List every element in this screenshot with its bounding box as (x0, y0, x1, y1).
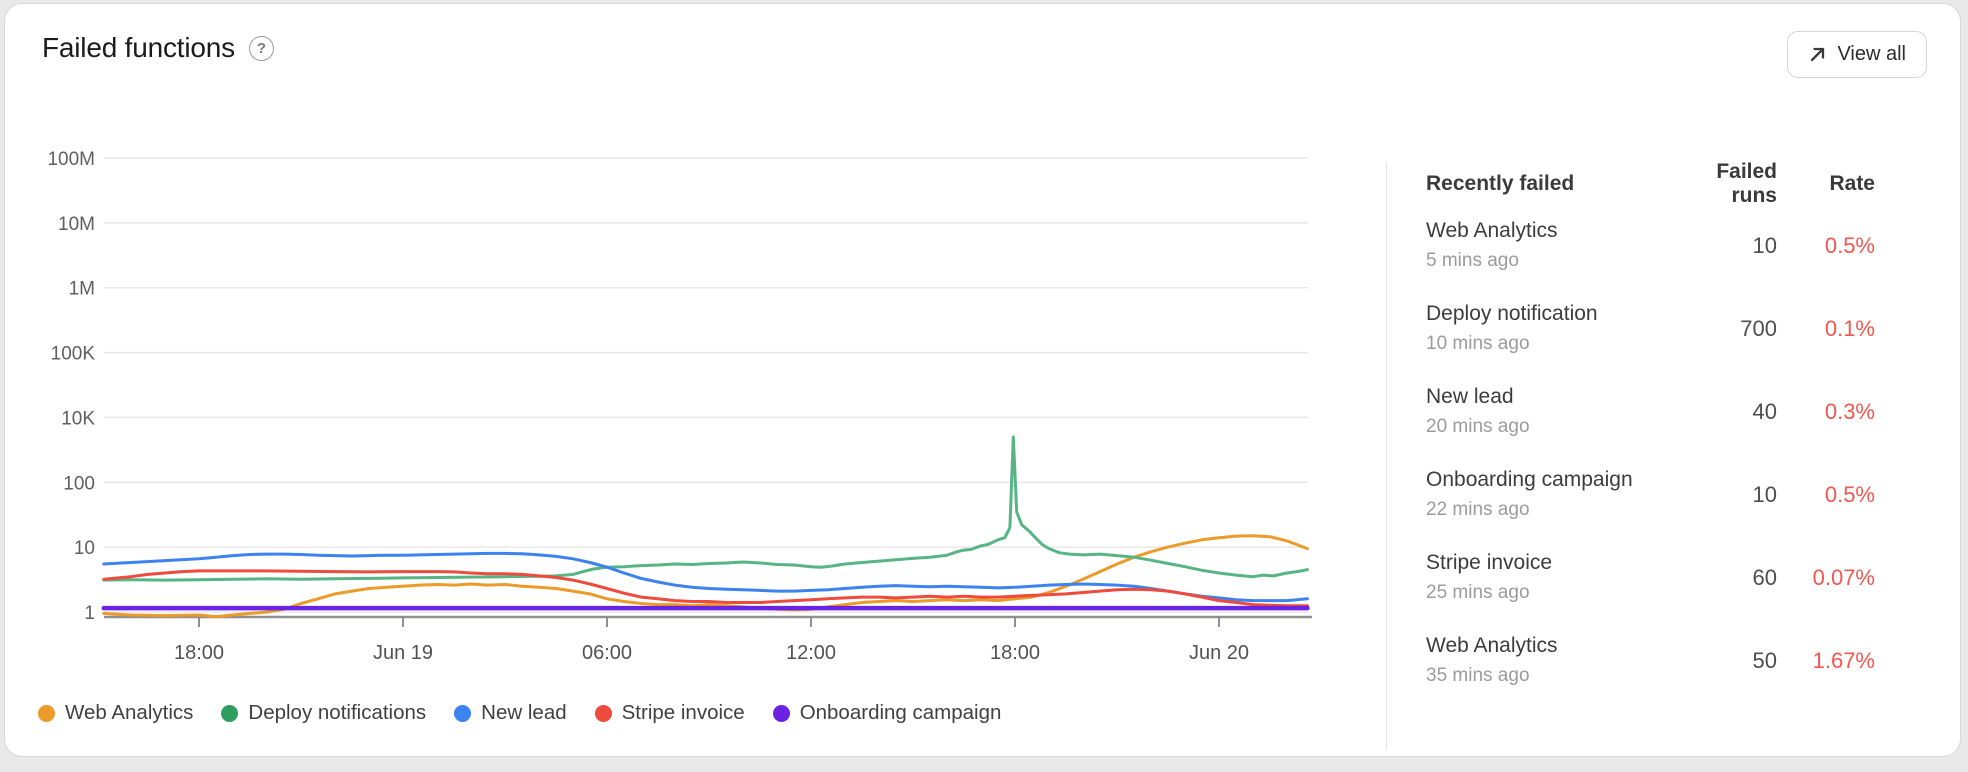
y-axis-label: 100M (47, 149, 95, 170)
legend-dot (454, 704, 472, 722)
failed-runs-value: 10 (1752, 232, 1777, 258)
function-name: Stripe invoice (1426, 551, 1553, 574)
y-axis-label: 100K (51, 344, 96, 365)
function-cell: Web Analytics 35 mins ago (1426, 634, 1669, 687)
series-line-deploy-notifications (102, 435, 1309, 582)
legend-label: Stripe invoice (621, 701, 745, 724)
failed-time: 35 mins ago (1426, 665, 1530, 686)
legend-label: Deploy notifications (248, 701, 427, 724)
legend-dot (38, 704, 55, 722)
chart-legend: Web Analytics Deploy notifications New lea… (38, 701, 1001, 725)
legend-label: Web Analytics (65, 701, 194, 724)
failed-time: 20 mins ago (1426, 416, 1530, 437)
legend-label: Onboarding campaign (799, 701, 1002, 724)
column-header-recently-failed: Recently failed (1426, 172, 1575, 195)
failed-runs-value: 10 (1752, 481, 1777, 507)
table-row[interactable]: Web Analytics 35 mins ago 50 1.67% (1426, 621, 1875, 704)
page-title: Failed functions (42, 32, 235, 63)
y-axis-label: 100 (63, 473, 95, 494)
function-name: Onboarding campaign (1426, 468, 1633, 491)
failed-runs-value: 50 (1752, 647, 1777, 673)
failed-functions-chart[interactable]: 1 10 100 10K 100K 1M 10M 100M 18:00 Jun 19 06:00 12… (5, 4, 1370, 676)
failure-rate-value: 0.5% (1824, 232, 1875, 258)
function-cell: Stripe invoice 25 mins ago (1426, 551, 1669, 604)
column-header-failed-runs: Failed runs (1716, 160, 1777, 207)
table-row[interactable]: New lead 20 mins ago 40 0.3% (1426, 372, 1875, 455)
vertical-divider (1386, 162, 1387, 750)
series-line-web-analytics (102, 534, 1309, 619)
view-all-label: View all (1837, 43, 1906, 65)
view-all-button[interactable]: View all (1787, 31, 1927, 78)
failed-time: 5 mins ago (1426, 250, 1519, 271)
y-axis-label: 1M (69, 279, 95, 300)
function-cell: Onboarding campaign 22 mins ago (1426, 468, 1669, 521)
y-axis-label: 10 (74, 538, 95, 559)
legend-item-stripe-invoice[interactable]: Stripe invoice (594, 701, 745, 725)
failed-runs-value: 40 (1752, 398, 1777, 424)
failure-rate-value: 0.1% (1824, 315, 1875, 341)
legend-item-web-analytics[interactable]: Web Analytics (38, 701, 193, 725)
y-axis-label: 10K (61, 408, 95, 429)
failed-time: 10 mins ago (1426, 333, 1530, 354)
legend-dot (221, 704, 239, 722)
help-icon[interactable]: ? (248, 35, 274, 61)
function-cell: Web Analytics 5 mins ago (1426, 219, 1669, 272)
series-line-new-lead (102, 551, 1309, 603)
failure-rate-value: 0.3% (1824, 398, 1875, 424)
failed-runs-value: 700 (1740, 315, 1777, 341)
legend-dot (772, 704, 790, 722)
legend-item-new-lead[interactable]: New lead (454, 701, 567, 725)
legend-item-onboarding-campaign[interactable]: Onboarding campaign (772, 701, 1002, 725)
series-line-stripe-invoice (102, 569, 1309, 608)
table-header-row: Recently failed Failed runs Rate (1426, 160, 1875, 207)
card-header: Failed functions ? (42, 32, 274, 64)
failed-time: 25 mins ago (1426, 582, 1530, 603)
failed-functions-card: Failed functions ? View all 1 10 100 10K 100… (4, 3, 1961, 757)
x-axis-label: 18:00 (174, 642, 224, 664)
table-row[interactable]: Onboarding campaign 22 mins ago 10 0.5% (1426, 455, 1875, 538)
x-axis-label: Jun 19 (373, 642, 433, 664)
legend-item-deploy-notifications[interactable]: Deploy notifications (221, 701, 426, 725)
function-name: Web Analytics (1426, 634, 1558, 657)
function-cell: Deploy notification 10 mins ago (1426, 302, 1669, 355)
function-cell: New lead 20 mins ago (1426, 385, 1669, 438)
function-name: Web Analytics (1426, 219, 1558, 242)
recently-failed-table: Recently failed Failed runs Rate Web Ana… (1426, 160, 1875, 704)
y-axis-label: 1 (84, 603, 95, 624)
arrow-up-right-icon (1811, 47, 1825, 62)
x-axis-label: 18:00 (990, 642, 1040, 664)
failed-runs-value: 60 (1752, 564, 1777, 590)
table-row[interactable]: Web Analytics 5 mins ago 10 0.5% (1426, 206, 1875, 289)
failure-rate-value: 1.67% (1812, 647, 1875, 673)
legend-label: New lead (481, 701, 567, 724)
table-row[interactable]: Stripe invoice 25 mins ago 60 0.07% (1426, 538, 1875, 621)
failed-time: 22 mins ago (1426, 499, 1530, 520)
function-name: Deploy notification (1426, 302, 1598, 325)
function-name: New lead (1426, 385, 1514, 408)
y-axis-label: 10M (58, 214, 95, 235)
legend-dot (594, 704, 612, 722)
x-axis-label: 12:00 (786, 642, 836, 664)
x-axis-label: Jun 20 (1189, 642, 1249, 664)
failure-rate-value: 0.07% (1812, 564, 1875, 590)
column-header-rate: Rate (1829, 172, 1875, 195)
x-axis-label: 06:00 (582, 642, 632, 664)
failure-rate-value: 0.5% (1824, 481, 1875, 507)
table-row[interactable]: Deploy notification 10 mins ago 700 0.1% (1426, 289, 1875, 372)
